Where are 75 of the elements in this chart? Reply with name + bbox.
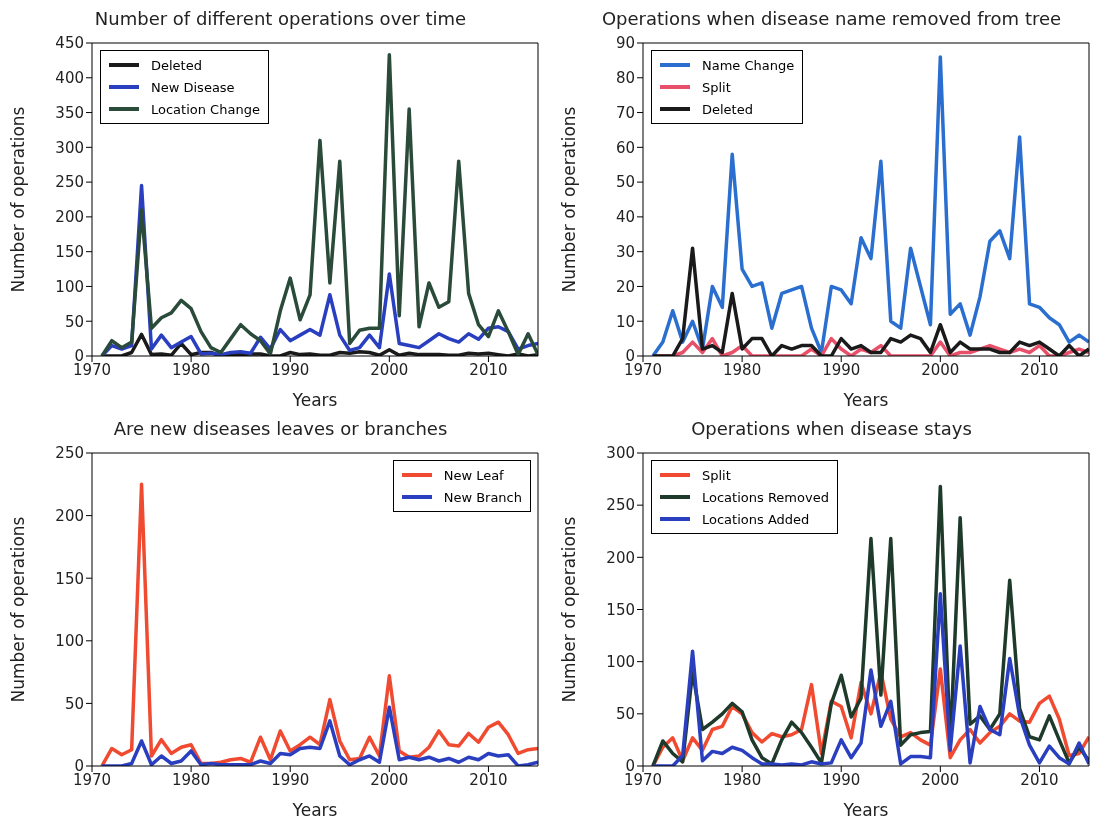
y-tick-label: 80: [615, 69, 635, 88]
legend-label: Locations Added: [702, 511, 810, 527]
x-tick-label: 1990: [271, 770, 310, 789]
legend-label: New Branch: [443, 489, 522, 505]
chart-title: Operations when disease name removed from tree: [600, 8, 1063, 31]
y-tick-label: 20: [615, 277, 635, 296]
y-tick-label: 250: [55, 444, 84, 463]
y-tick-label: 350: [55, 103, 84, 122]
x-axis-title: Years: [842, 390, 889, 410]
y-tick-label: 70: [615, 103, 635, 122]
y-tick-label: 200: [606, 548, 635, 567]
legend-label: Locations Removed: [702, 489, 829, 505]
y-tick-label: 90: [615, 34, 635, 53]
y-tick-label: 300: [606, 444, 635, 463]
line-series: [100, 705, 538, 766]
y-tick-label: 150: [55, 569, 84, 588]
x-tick-label: 2000: [921, 770, 960, 789]
y-tick-label: 50: [615, 705, 635, 724]
line-series: [651, 592, 1089, 766]
legend-label: Deleted: [151, 57, 202, 73]
y-tick-label: 100: [55, 277, 84, 296]
x-tick-label: 1980: [723, 360, 762, 379]
y-tick-label: 300: [55, 138, 84, 157]
y-axis-title: Number of operations: [8, 106, 29, 293]
x-tick-label: 2010: [469, 770, 508, 789]
y-axis-title: Number of operations: [8, 516, 29, 703]
legend-label: New Leaf: [443, 467, 504, 483]
x-tick-label: 2000: [370, 770, 409, 789]
legend-label: Location Change: [151, 101, 260, 117]
legend-label: Split: [702, 467, 731, 483]
x-tick-label: 1980: [723, 770, 762, 789]
line-series: [100, 482, 538, 766]
y-axis-title: Number of operations: [559, 106, 580, 293]
y-tick-label: 50: [64, 694, 84, 713]
x-tick-label: 2000: [921, 360, 960, 379]
x-tick-label: 2010: [1020, 360, 1059, 379]
y-tick-label: 100: [55, 632, 84, 651]
y-tick-label: 30: [615, 242, 635, 261]
y-tick-label: 250: [606, 496, 635, 515]
y-tick-label: 50: [615, 173, 635, 192]
chart-title: Operations when disease stays: [690, 418, 973, 441]
legend-label: New Disease: [151, 79, 235, 95]
x-tick-label: 1990: [271, 360, 310, 379]
y-tick-label: 450: [55, 34, 84, 53]
x-tick-label: 1990: [822, 360, 861, 379]
y-axis-title: Number of operations: [559, 516, 580, 703]
legend-label: Name Change: [702, 57, 795, 73]
x-tick-label: 1980: [172, 770, 211, 789]
chart-title: Number of different operations over time: [93, 8, 468, 31]
y-tick-label: 60: [615, 138, 635, 157]
y-tick-label: 50: [64, 312, 84, 331]
x-axis-title: Years: [291, 390, 338, 410]
legend-label: Deleted: [702, 101, 753, 117]
x-axis-title: Years: [291, 800, 338, 820]
line-series: [651, 55, 1089, 356]
x-tick-label: 1990: [822, 770, 861, 789]
y-tick-label: 250: [55, 173, 84, 192]
y-tick-label: 200: [55, 506, 84, 525]
x-tick-label: 2010: [1020, 770, 1059, 789]
x-tick-label: 2000: [370, 360, 409, 379]
y-tick-label: 10: [615, 312, 635, 331]
line-series: [100, 53, 538, 356]
y-tick-label: 400: [55, 69, 84, 88]
line-series: [651, 246, 1089, 356]
x-tick-label: 2010: [469, 360, 508, 379]
y-tick-label: 200: [55, 208, 84, 227]
y-tick-label: 150: [55, 242, 84, 261]
y-tick-label: 150: [606, 600, 635, 619]
legend-label: Split: [702, 79, 731, 95]
line-series: [651, 484, 1089, 766]
y-tick-label: 100: [606, 652, 635, 671]
chart-title: Are new diseases leaves or branches: [112, 418, 449, 441]
y-tick-label: 40: [615, 208, 635, 227]
x-axis-title: Years: [842, 800, 889, 820]
x-tick-label: 1980: [172, 360, 211, 379]
